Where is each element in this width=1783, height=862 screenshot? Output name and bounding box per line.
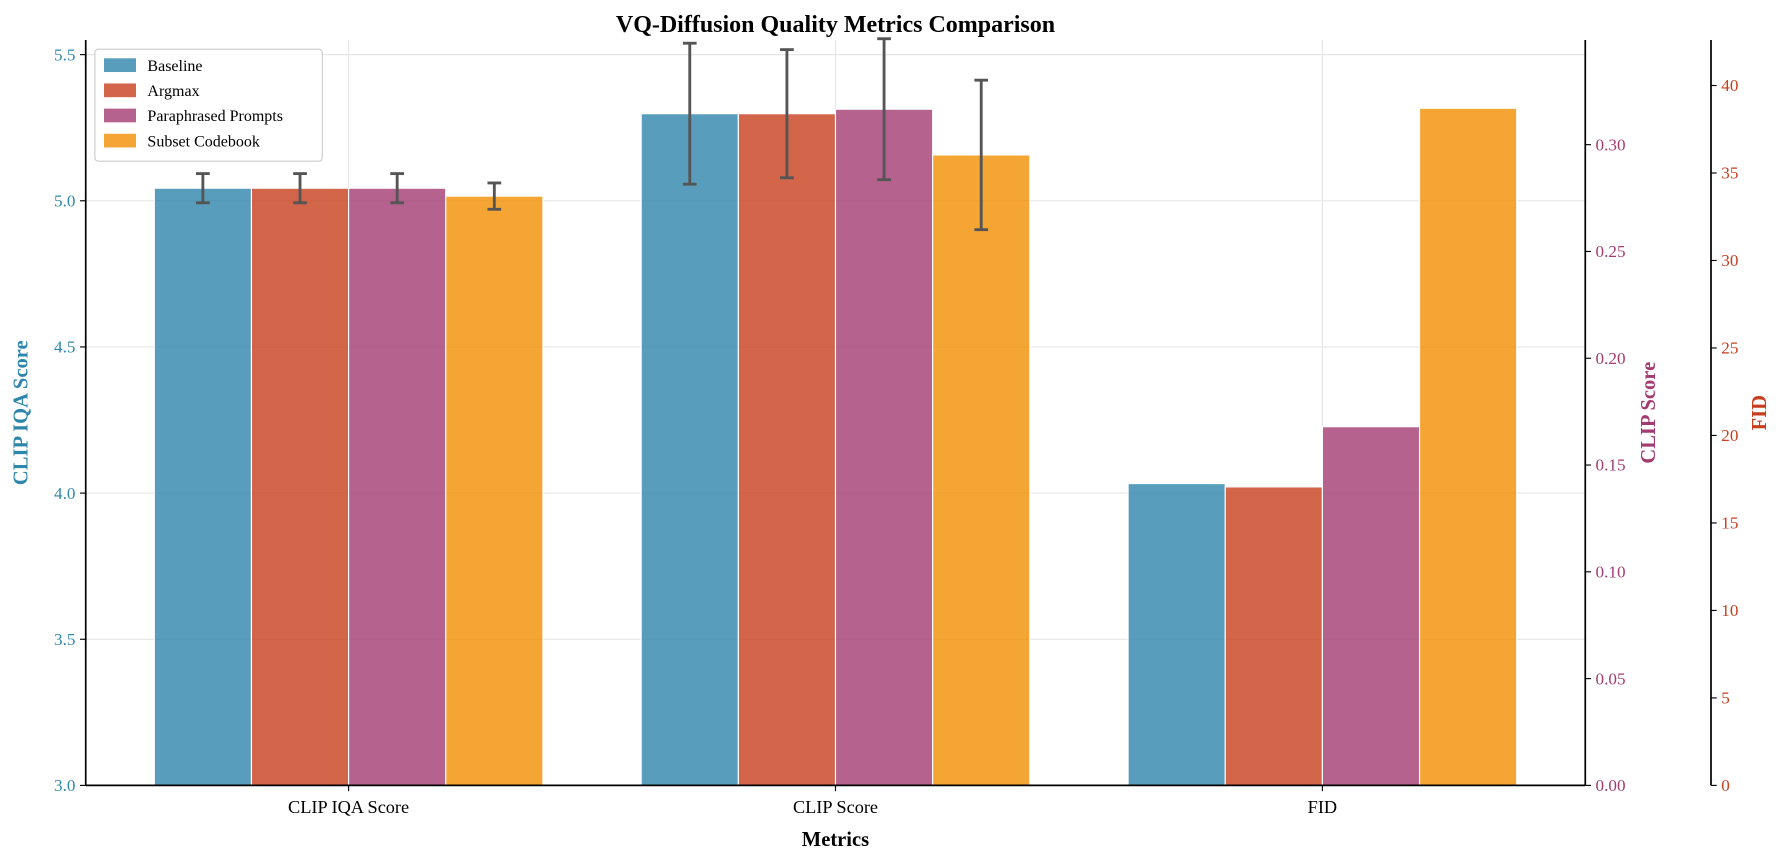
axes: 3.0 3.5 4.0 4.5 5.0 5.5 CLIP IQA Score 0.00 0.05… [10, 40, 1771, 817]
y-axis-label: CLIP IQA Score [10, 340, 32, 485]
bars [153, 107, 1518, 786]
y-tick-label: 30 [1721, 251, 1738, 270]
x-axis-label: Metrics [802, 829, 869, 851]
bar-subset-codebook [1418, 107, 1518, 786]
legend-label: Baseline [147, 58, 202, 75]
bar-argmax [737, 113, 837, 786]
bar-argmax [250, 187, 350, 786]
bar-paraphrased-prompts [1321, 426, 1421, 786]
error-bars [196, 37, 989, 232]
bar-baseline [640, 113, 739, 786]
chart-title: VQ-Diffusion Quality Metrics Comparison [616, 12, 1055, 38]
legend: Baseline Argmax Paraphrased Prompts Subset … [94, 48, 323, 162]
bar-argmax [1224, 486, 1323, 786]
y-tick-label: 5 [1721, 689, 1730, 708]
bar-baseline [153, 187, 253, 786]
y-tick-label: 0.20 [1596, 349, 1626, 368]
y-tick-label: 5.0 [54, 191, 75, 210]
y-tick-label: 0.05 [1596, 669, 1626, 688]
legend-swatch [104, 133, 137, 148]
y-tick-label: 5.5 [54, 45, 75, 64]
legend-label: Subset Codebook [147, 133, 259, 150]
y-tick-label: 4.5 [54, 338, 75, 357]
y-tick-label: 0 [1721, 776, 1730, 795]
legend-swatch [104, 83, 137, 98]
y-tick-label: 3.5 [54, 630, 75, 649]
y-tick-label: 35 [1721, 164, 1738, 183]
legend-swatch [104, 108, 137, 123]
y-tick-label: 0.15 [1596, 456, 1626, 475]
legend-label: Argmax [147, 83, 199, 100]
legend-swatch [104, 58, 137, 73]
y-tick-label: 10 [1721, 601, 1738, 620]
y-tick-label: 15 [1721, 514, 1738, 533]
bar-paraphrased-prompts [834, 108, 934, 786]
y-tick-label: 0.25 [1596, 242, 1626, 261]
y-tick-label: 25 [1721, 339, 1738, 358]
x-tick-label: FID [1308, 797, 1337, 817]
y-tick-label: 0.10 [1596, 563, 1626, 582]
y-tick-label: 40 [1721, 76, 1738, 95]
legend-box [94, 48, 323, 162]
y-axis-label: FID [1749, 395, 1771, 430]
y-tick-label: 20 [1721, 426, 1738, 445]
y-tick-label: 0.00 [1596, 776, 1626, 795]
x-tick-label: CLIP Score [793, 797, 878, 817]
bar-subset-codebook [932, 154, 1031, 786]
y-tick-label: 4.0 [54, 484, 75, 503]
x-tick-label: CLIP IQA Score [288, 797, 409, 817]
legend-label: Paraphrased Prompts [147, 108, 283, 125]
bar-subset-codebook [445, 195, 544, 786]
y-tick-label: 0.30 [1596, 135, 1626, 154]
y-tick-label: 3.0 [54, 776, 75, 795]
y-axis-label: CLIP Score [1638, 362, 1660, 464]
bar-paraphrased-prompts [348, 187, 447, 786]
bar-baseline [1127, 483, 1226, 786]
